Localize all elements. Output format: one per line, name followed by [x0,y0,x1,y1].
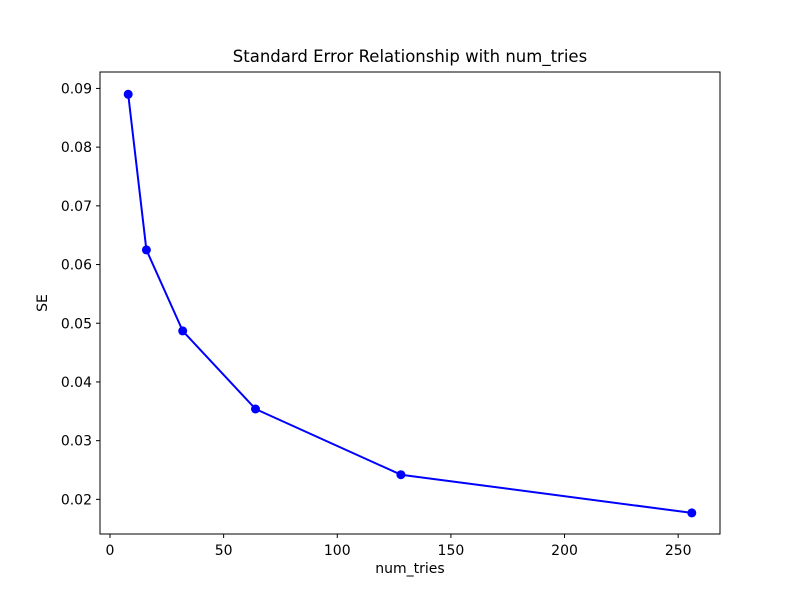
y-tick-label: 0.05 [61,316,92,332]
y-axis-ticks: 0.02 0.03 0.04 0.05 0.06 0.07 0.08 0.09 [61,81,100,508]
x-tick-label: 100 [324,543,351,559]
x-tick-label: 250 [665,543,692,559]
x-axis-ticks: 0 50 100 150 200 250 [106,534,692,559]
x-tick-label: 50 [215,543,233,559]
y-tick-label: 0.03 [61,434,92,450]
x-tick-label: 200 [551,543,578,559]
data-point-marker [141,245,151,255]
x-tick-label: 150 [438,543,465,559]
y-tick-label: 0.07 [61,199,92,215]
x-axis-label: num_tries [375,561,444,577]
y-tick-label: 0.08 [61,140,92,156]
data-point-marker [123,89,133,99]
y-axis-label: SE [35,294,51,312]
chart-title: Standard Error Relationship with num_tri… [233,47,587,67]
x-tick-label: 0 [106,543,115,559]
data-series [123,89,697,518]
axes-box [99,71,721,535]
data-point-marker [687,508,697,518]
series-line [127,93,693,514]
data-point-marker [251,404,260,414]
y-tick-label: 0.04 [61,375,92,391]
y-tick-label: 0.02 [61,492,92,508]
data-point-marker [178,326,188,336]
y-tick-label: 0.06 [61,258,92,274]
y-tick-label: 0.09 [61,81,92,97]
data-point-marker [396,470,406,480]
